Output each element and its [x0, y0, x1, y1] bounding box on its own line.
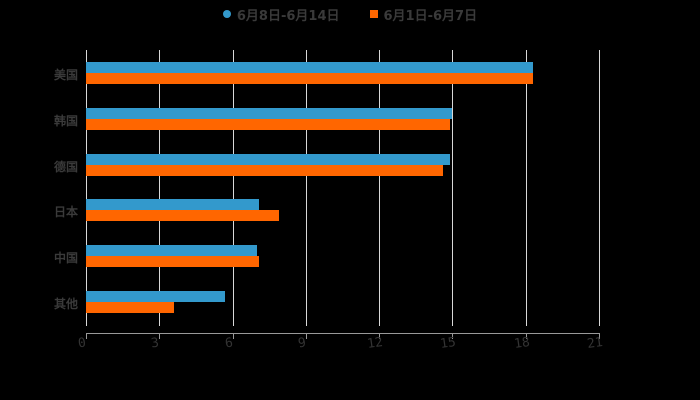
x-tick-label: 9 [296, 335, 307, 352]
category-label: 韩国 [53, 114, 78, 128]
x-tick-label: 12 [366, 334, 384, 353]
x-tick [86, 333, 87, 339]
x-tick-label: 18 [512, 334, 531, 353]
legend-label: 6月8日-6月14日 [236, 8, 340, 24]
bar[interactable] [86, 119, 450, 130]
x-tick-label: 15 [439, 334, 458, 353]
bar[interactable] [86, 165, 443, 176]
category-label: 中国 [53, 251, 78, 265]
category-label: 德国 [53, 160, 78, 174]
bar[interactable] [86, 256, 260, 267]
x-tick [232, 333, 234, 339]
bar[interactable] [86, 73, 534, 84]
x-axis-line [86, 333, 600, 334]
legend-item-week1[interactable]: 6月1日-6月7日 [369, 5, 478, 24]
bar[interactable] [86, 210, 279, 221]
bar[interactable] [86, 302, 174, 313]
x-tick [599, 333, 600, 339]
x-tick-label: 6 [223, 335, 234, 352]
gridline [379, 50, 381, 326]
gridline [305, 50, 307, 326]
x-tick [525, 333, 527, 339]
legend-item-week2[interactable]: 6月8日-6月14日 [222, 5, 340, 24]
legend-marker-square-icon [369, 10, 378, 18]
legend-marker-circle-icon [222, 10, 231, 18]
bar[interactable] [86, 291, 226, 302]
gridline [452, 50, 454, 326]
legend: 6月8日-6月14日 6月1日-6月7日 [0, 4, 700, 24]
bar[interactable] [86, 245, 257, 256]
x-tick [452, 333, 454, 339]
category-label: 其他 [53, 297, 78, 311]
legend-label: 6月1日-6月7日 [383, 8, 478, 24]
gridline [599, 50, 600, 326]
plot-area [86, 50, 600, 326]
x-tick-label: 21 [586, 334, 604, 353]
bar[interactable] [86, 108, 453, 119]
x-tick [305, 333, 307, 339]
bar[interactable] [86, 154, 450, 165]
bar[interactable] [86, 62, 534, 73]
category-label: 美国 [53, 68, 78, 82]
gridline [159, 50, 161, 326]
bar[interactable] [86, 199, 260, 210]
gridline [86, 50, 87, 326]
x-tick [379, 333, 381, 339]
gridline [232, 50, 234, 326]
gridline [525, 50, 527, 326]
category-label: 日本 [53, 205, 78, 219]
x-tick [159, 333, 161, 339]
